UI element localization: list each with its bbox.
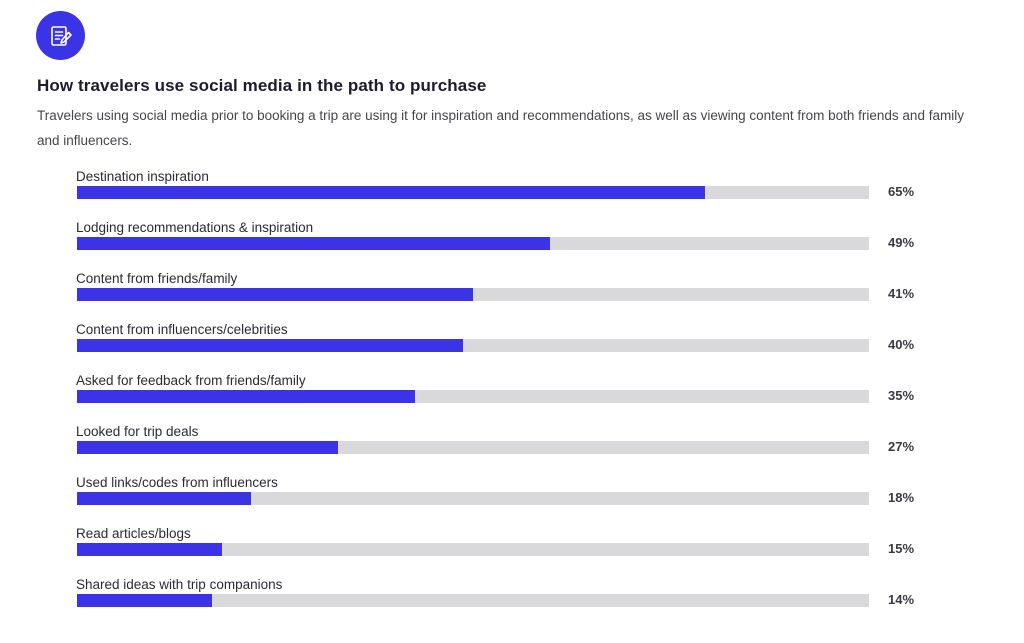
bar [77, 594, 213, 607]
bar [77, 237, 551, 250]
bar-category-label: Used links/codes from influencers [76, 475, 278, 490]
bar-value-label: 41% [888, 286, 915, 301]
bar-value-label: 40% [888, 337, 915, 352]
bar-category-label: Asked for feedback from friends/family [76, 373, 306, 388]
bar [77, 288, 473, 301]
bar-track [77, 339, 869, 352]
bar-track [77, 390, 869, 403]
bar [77, 186, 705, 199]
bar-track [77, 186, 869, 199]
bar-category-label: Looked for trip deals [76, 424, 199, 439]
clipboard-pencil-icon [36, 11, 85, 60]
bar-track [77, 237, 869, 250]
bar [77, 441, 338, 454]
bar-value-label: 15% [888, 541, 915, 556]
chart-title: How travelers use social media in the pa… [37, 76, 487, 95]
bar [77, 492, 251, 505]
bar [77, 543, 222, 556]
bar-category-label: Lodging recommendations & inspiration [76, 220, 314, 235]
bar-category-label: Shared ideas with trip companions [76, 577, 283, 592]
bar-category-label: Content from influencers/celebrities [76, 322, 288, 337]
bar-track [77, 492, 869, 505]
bar-track [77, 441, 869, 454]
bar-value-label: 65% [888, 184, 915, 199]
bar-track [77, 288, 869, 301]
chart-subtitle: Travelers using social media prior to bo… [37, 108, 964, 148]
bar-value-label: 35% [888, 388, 915, 403]
bar-value-label: 18% [888, 490, 915, 505]
bar-value-label: 27% [888, 439, 915, 454]
bar-category-label: Read articles/blogs [76, 526, 191, 541]
bar [77, 390, 416, 403]
bar-track [77, 543, 869, 556]
bar [77, 339, 464, 352]
bar-category-label: Destination inspiration [76, 169, 209, 184]
bar-track [77, 594, 869, 607]
bar-value-label: 14% [888, 592, 915, 607]
bar-value-label: 49% [888, 235, 915, 250]
bar-category-label: Content from friends/family [76, 271, 238, 286]
